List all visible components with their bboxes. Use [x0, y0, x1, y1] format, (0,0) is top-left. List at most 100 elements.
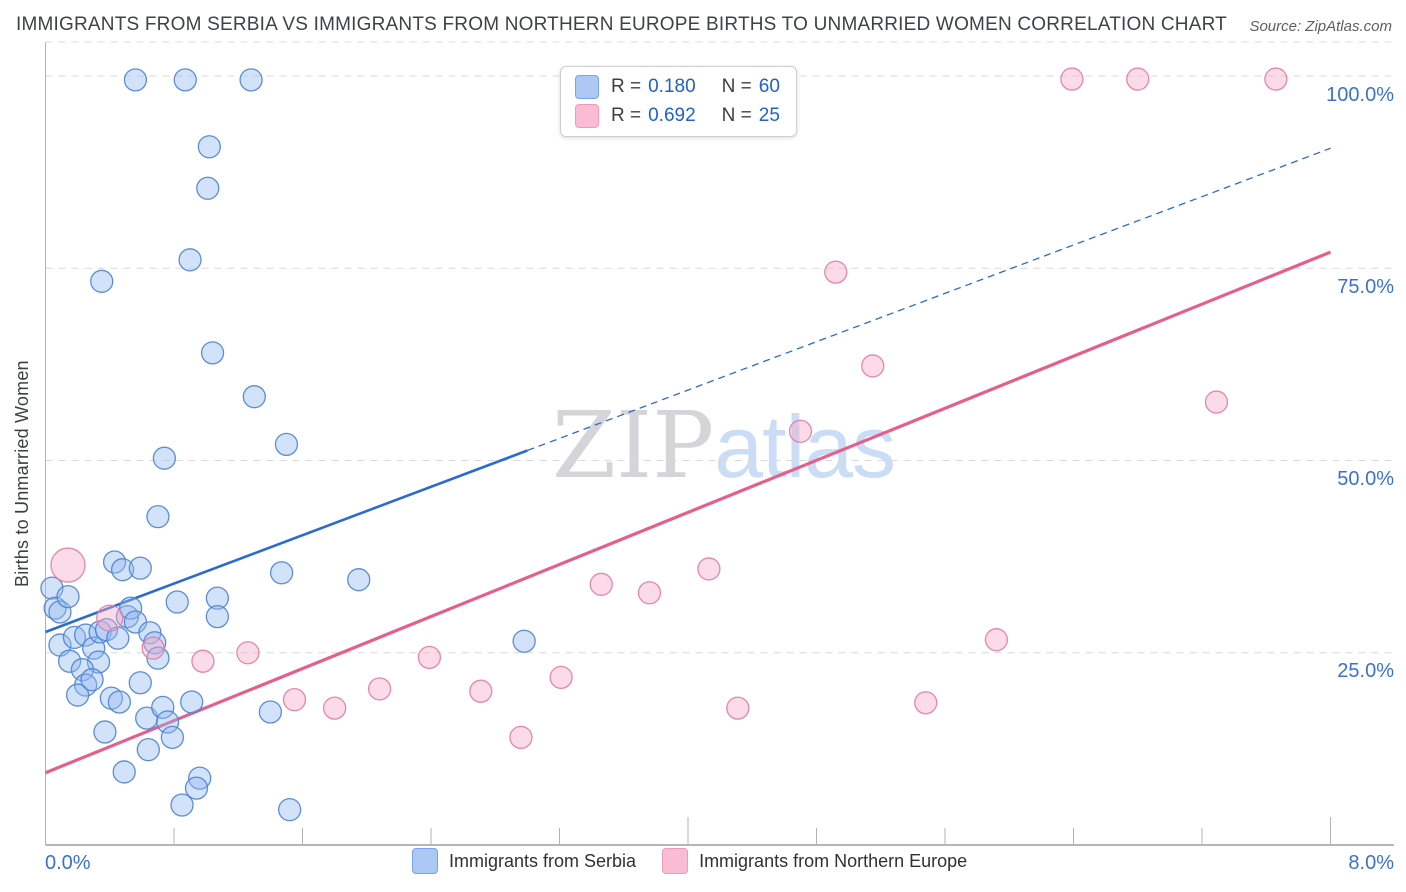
- y-tick-50: 50.0%: [1337, 468, 1394, 490]
- northern-europe-data-point: [549, 665, 573, 690]
- serbia-n-value: 60: [758, 76, 780, 97]
- serbia-series-label: Immigrants from Serbia: [449, 850, 637, 871]
- northern-europe-data-point: [726, 696, 750, 720]
- northern-europe-r-value: 0.692: [648, 105, 696, 126]
- serbia-data-point: [65, 683, 90, 707]
- northern-europe-data-point: [417, 645, 442, 670]
- northern-europe-data-point: [191, 649, 215, 673]
- serbia-data-point: [112, 760, 136, 784]
- x-tick-max: 8.0%: [1348, 852, 1394, 874]
- page-title: IMMIGRANTS FROM SERBIA VS IMMIGRANTS FRO…: [16, 14, 1227, 35]
- northern-europe-data-point: [1204, 390, 1229, 414]
- serbia-data-point: [165, 590, 189, 614]
- northern-europe-data-point: [282, 688, 307, 712]
- watermark: ZIPatlas: [552, 400, 896, 492]
- serbia-data-point: [512, 629, 536, 653]
- serbia-data-point: [93, 720, 117, 744]
- series-legend: Immigrants from Serbia Immigrants from N…: [412, 848, 967, 874]
- northern-europe-swatch-icon: [575, 104, 599, 128]
- serbia-data-point: [200, 341, 225, 365]
- northern-europe-data-point: [637, 581, 662, 605]
- serbia-data-point: [205, 604, 230, 629]
- legend-row-northern-europe: R = 0.692 N = 25: [575, 104, 780, 128]
- serbia-data-point: [173, 68, 197, 92]
- serbia-data-point: [56, 584, 80, 609]
- y-tick-100: 100.0%: [1326, 84, 1394, 106]
- r-label: R =: [611, 105, 642, 126]
- serbia-data-point: [123, 68, 148, 92]
- n-label: N =: [721, 105, 752, 126]
- northern-europe-data-point: [469, 679, 493, 703]
- serbia-data-point: [128, 671, 152, 695]
- watermark-atlas: atlas: [714, 397, 896, 496]
- northern-europe-data-point: [509, 725, 533, 749]
- serbia-data-point: [128, 556, 152, 580]
- serbia-r-value: 0.180: [648, 76, 696, 97]
- serbia-data-point: [155, 710, 180, 734]
- legend-row-serbia: R = 0.180 N = 60: [575, 75, 780, 99]
- serbia-data-point: [196, 176, 220, 200]
- serbia-swatch-icon: [575, 75, 599, 99]
- northern-europe-data-point: [861, 354, 885, 378]
- y-tick-75: 75.0%: [1337, 276, 1394, 298]
- serbia-data-point: [146, 504, 170, 529]
- serbia-data-point: [90, 269, 114, 293]
- serbia-data-point: [70, 658, 95, 682]
- northern-europe-n-value: 25: [758, 105, 780, 126]
- northern-europe-series-label: Immigrants from Northern Europe: [699, 850, 968, 871]
- serbia-data-point: [258, 700, 283, 724]
- serbia-data-point: [170, 793, 194, 817]
- serbia-data-point: [269, 561, 294, 585]
- northern-europe-data-point: [697, 557, 721, 581]
- legend-item-serbia: Immigrants from Serbia: [412, 848, 636, 874]
- serbia-data-point: [205, 586, 230, 610]
- serbia-data-point: [151, 695, 175, 719]
- northern-europe-data-point: [96, 604, 124, 632]
- r-label: R =: [611, 76, 642, 97]
- serbia-data-point: [277, 797, 302, 822]
- y-tick-25: 25.0%: [1337, 660, 1394, 682]
- legend-item-northern-europe: Immigrants from Northern Europe: [662, 848, 967, 874]
- serbia-data-point: [118, 596, 143, 620]
- northern-europe-data-point: [322, 696, 347, 720]
- northern-europe-data-point: [984, 628, 1009, 652]
- serbia-data-point: [110, 558, 135, 582]
- northern-europe-data-point: [824, 260, 848, 284]
- northern-europe-swatch-icon: [662, 848, 689, 874]
- northern-europe-data-point: [788, 419, 813, 443]
- watermark-zip: ZIP: [552, 392, 715, 499]
- serbia-trend-line-solid: [45, 449, 528, 634]
- serbia-data-point: [107, 690, 132, 714]
- x-tick-min: 0.0%: [45, 852, 91, 874]
- serbia-data-point: [160, 725, 185, 749]
- serbia-data-point: [242, 385, 266, 409]
- serbia-data-point: [184, 776, 209, 800]
- northern-europe-data-point: [141, 636, 165, 660]
- northern-europe-data-point: [589, 572, 613, 596]
- correlation-legend: R = 0.180 N = 60 R = 0.692 N = 25: [560, 66, 797, 137]
- serbia-data-point: [197, 135, 221, 159]
- serbia-data-point: [136, 737, 160, 762]
- y-axis-title: Births to Unmarried Women: [12, 360, 32, 587]
- serbia-data-point: [57, 649, 82, 673]
- serbia-swatch-icon: [412, 848, 438, 874]
- northern-europe-trend-line: [44, 250, 1332, 775]
- northern-europe-data-point: [367, 677, 392, 701]
- serbia-data-point: [178, 248, 202, 272]
- northern-europe-data-point: [1060, 67, 1084, 91]
- serbia-data-point: [48, 600, 72, 624]
- northern-europe-data-point: [1264, 67, 1288, 91]
- serbia-data-point: [106, 626, 130, 650]
- source-label: Source: ZipAtlas.com: [1249, 18, 1392, 35]
- northern-europe-data-point: [1126, 67, 1150, 91]
- northern-europe-data-point: [914, 691, 938, 715]
- serbia-data-point: [347, 568, 371, 592]
- serbia-data-point: [152, 446, 177, 470]
- serbia-data-point: [239, 68, 263, 92]
- northern-europe-data-point: [50, 547, 86, 583]
- serbia-data-point: [80, 668, 104, 692]
- northern-europe-data-point: [236, 641, 260, 665]
- serbia-data-point: [180, 690, 204, 714]
- serbia-data-point: [274, 432, 299, 457]
